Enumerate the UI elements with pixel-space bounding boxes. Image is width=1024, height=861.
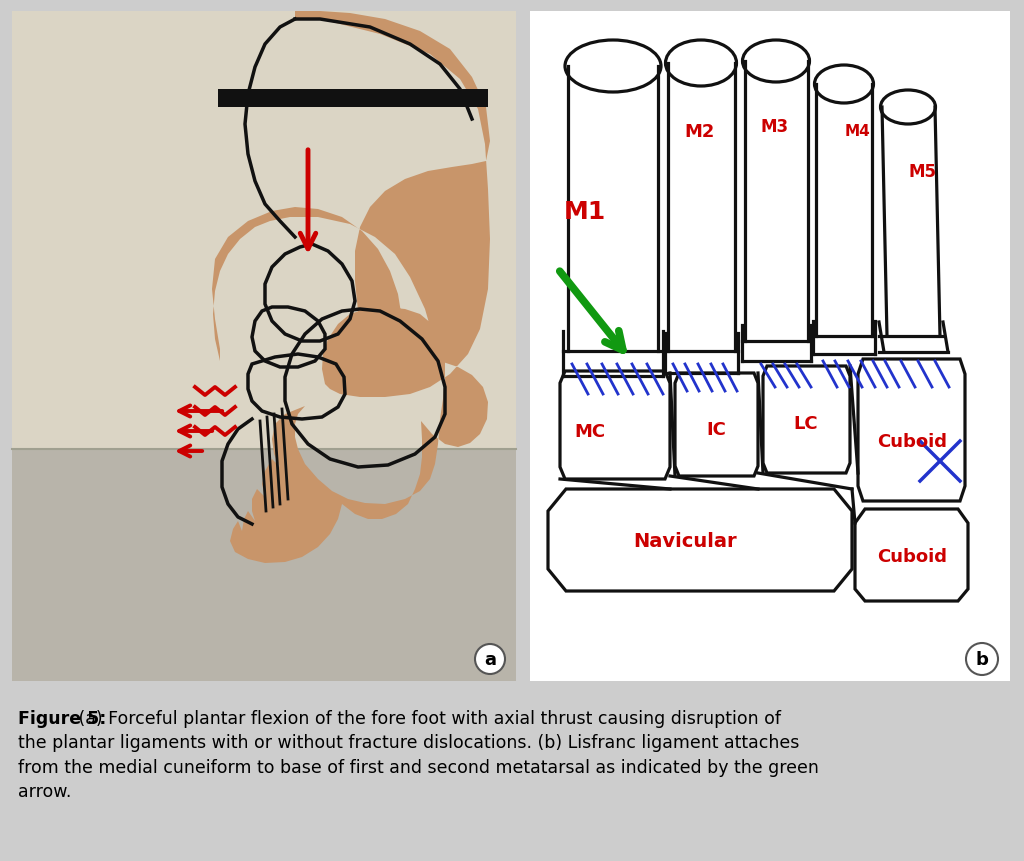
Text: IC: IC (707, 420, 726, 438)
Circle shape (966, 643, 998, 675)
Text: M4: M4 (845, 124, 870, 139)
Bar (12, 12, 516, 681)
Bar (12, 12, 516, 681)
Text: Cuboid: Cuboid (877, 432, 947, 450)
Text: M2: M2 (685, 123, 715, 141)
Polygon shape (212, 12, 490, 563)
Text: LC: LC (794, 414, 818, 432)
Text: M1: M1 (564, 200, 606, 224)
Text: Figure 5:: Figure 5: (18, 709, 106, 728)
Text: Navicular: Navicular (633, 532, 737, 551)
Bar (218, 90, 488, 108)
Circle shape (475, 644, 505, 674)
Text: a: a (484, 650, 496, 668)
Text: Cuboid: Cuboid (877, 548, 947, 566)
Bar (12, 449, 516, 681)
Text: (a) Forceful plantar flexion of the fore foot with axial thrust causing disrupti: (a) Forceful plantar flexion of the fore… (18, 709, 819, 800)
Bar (0, 691, 1024, 861)
Bar (530, 12, 1010, 681)
Text: M3: M3 (761, 118, 790, 136)
Text: b: b (976, 650, 988, 668)
Text: M5: M5 (908, 163, 936, 181)
Text: MC: MC (574, 423, 605, 441)
